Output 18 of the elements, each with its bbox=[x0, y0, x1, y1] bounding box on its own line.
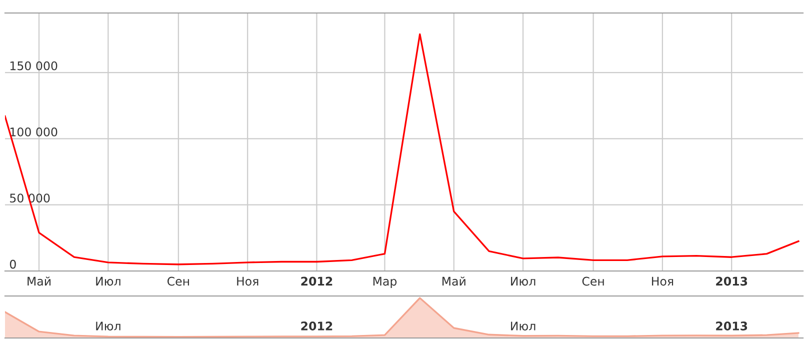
x-tick-label: 2013 bbox=[716, 322, 748, 330]
x-tick-label: Ноя bbox=[237, 276, 258, 286]
y-tick-label: 0 bbox=[10, 260, 16, 269]
x-tick-label: Июл bbox=[511, 276, 536, 286]
x-tick-label: Сен bbox=[582, 276, 604, 286]
y-tick-label: 150 000 bbox=[10, 61, 58, 70]
x-tick-label: Июл bbox=[511, 322, 536, 330]
x-tick-label: 2013 bbox=[716, 276, 748, 286]
x-tick-label: Сен bbox=[167, 276, 189, 286]
y-tick-label: 100 000 bbox=[10, 127, 58, 136]
x-tick-label: 2012 bbox=[301, 276, 332, 286]
x-tick-label: 2012 bbox=[301, 322, 332, 330]
x-tick-label: Июл bbox=[96, 322, 120, 330]
x-tick-label: Июл bbox=[96, 276, 120, 286]
x-tick-label: Май bbox=[442, 276, 466, 286]
x-tick-label: Мар bbox=[373, 276, 397, 288]
x-tick-label: Ноя bbox=[652, 276, 674, 286]
x-tick-label: Май bbox=[28, 276, 50, 286]
